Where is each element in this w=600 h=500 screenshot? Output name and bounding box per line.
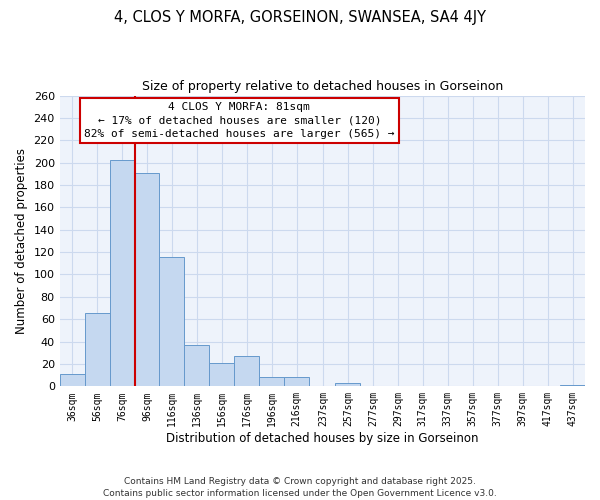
Bar [284,378,309,386]
Bar [184,345,209,387]
Bar [335,383,361,386]
Bar [209,363,235,386]
Bar [160,256,184,386]
Bar [560,385,585,386]
Bar [59,374,85,386]
Text: 4, CLOS Y MORFA, GORSEINON, SWANSEA, SA4 4JY: 4, CLOS Y MORFA, GORSEINON, SWANSEA, SA4… [114,10,486,25]
Y-axis label: Number of detached properties: Number of detached properties [15,148,28,334]
Text: Contains HM Land Registry data © Crown copyright and database right 2025.
Contai: Contains HM Land Registry data © Crown c… [103,476,497,498]
Bar [235,356,259,386]
Text: 4 CLOS Y MORFA: 81sqm
← 17% of detached houses are smaller (120)
82% of semi-det: 4 CLOS Y MORFA: 81sqm ← 17% of detached … [84,102,395,139]
Bar [259,378,284,386]
Bar [85,312,110,386]
Title: Size of property relative to detached houses in Gorseinon: Size of property relative to detached ho… [142,80,503,93]
X-axis label: Distribution of detached houses by size in Gorseinon: Distribution of detached houses by size … [166,432,479,445]
Bar [110,160,134,386]
Bar [134,172,160,386]
